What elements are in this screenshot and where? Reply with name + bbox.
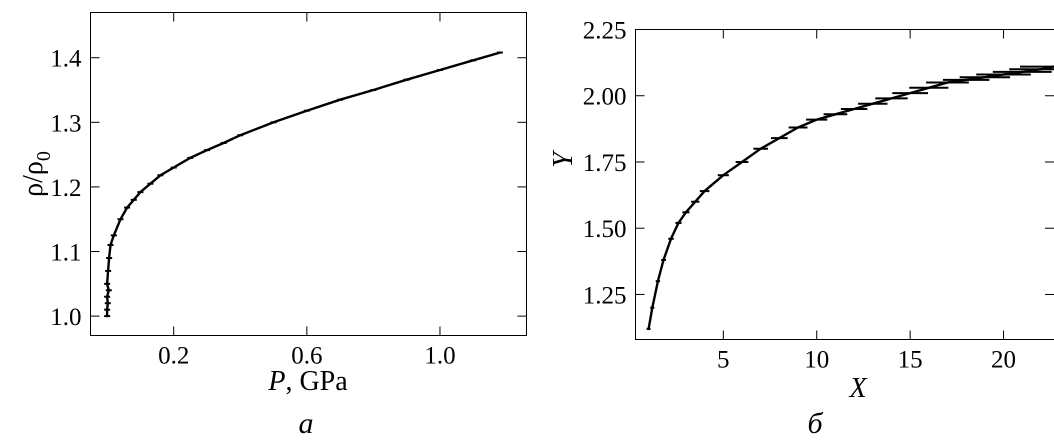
panel-a-y-tick-label: 1.2	[50, 175, 81, 202]
panel-b-y-tick-label: 1.75	[583, 150, 627, 177]
panel-a-y-axis-subscript: 0	[33, 151, 55, 161]
panel-a-x-tick-label: 0.6	[291, 343, 322, 370]
panel-b-y-tick-label: 2.00	[583, 84, 627, 111]
panel-b-y-tick-label: 1.50	[583, 216, 627, 243]
panel-b-curve	[647, 65, 1054, 331]
panel-a-density-curve	[105, 51, 502, 318]
panel-a-y-tick-label: 1.1	[50, 240, 81, 267]
panel-b-label: б	[807, 407, 823, 440]
panel-a-y-tick-label: 1.0	[50, 304, 81, 331]
panel-b: 5 10 15 20 1.25 1.50 1.75 2.00 2.25 X Y б	[548, 18, 1054, 440]
panel-a-x-tick-label: 1.0	[424, 343, 455, 370]
panel-a-y-tick-label: 1.4	[50, 46, 82, 73]
panel-a-x-axis-unit: , GPa	[285, 366, 348, 397]
panel-b-y-axis-title: Y	[548, 149, 579, 168]
panel-b-y-tick-label: 1.25	[583, 282, 627, 309]
panel-b-plot-frame	[635, 29, 1054, 340]
panel-a-plot-frame	[90, 12, 527, 336]
panel-a-label: a	[299, 407, 314, 440]
panel-b-x-axis-title: X	[848, 373, 867, 404]
panel-a-y-axis-title: ρ/ρ0	[18, 151, 55, 197]
panel-a-y-axis-main: ρ/ρ	[18, 161, 49, 197]
panel-b-y-tick-label: 2.25	[583, 18, 627, 45]
panel-a-x-axis-variable: P	[267, 366, 285, 397]
panel-a: 0.2 0.6 1.0 1.0 1.1 1.2 1.3 1.4 P, GPa ρ/ρ0 a	[18, 12, 527, 440]
panel-a-x-tick-label: 0.2	[158, 343, 189, 370]
panel-b-x-tick-label: 10	[804, 347, 829, 374]
panel-b-x-tick-label: 20	[991, 347, 1016, 374]
panel-b-x-tick-label: 15	[898, 347, 923, 374]
panel-a-y-tick-label: 1.3	[50, 110, 81, 137]
panel-b-x-tick-label: 5	[717, 347, 730, 374]
panel-a-x-axis-title: P, GPa	[267, 366, 348, 397]
